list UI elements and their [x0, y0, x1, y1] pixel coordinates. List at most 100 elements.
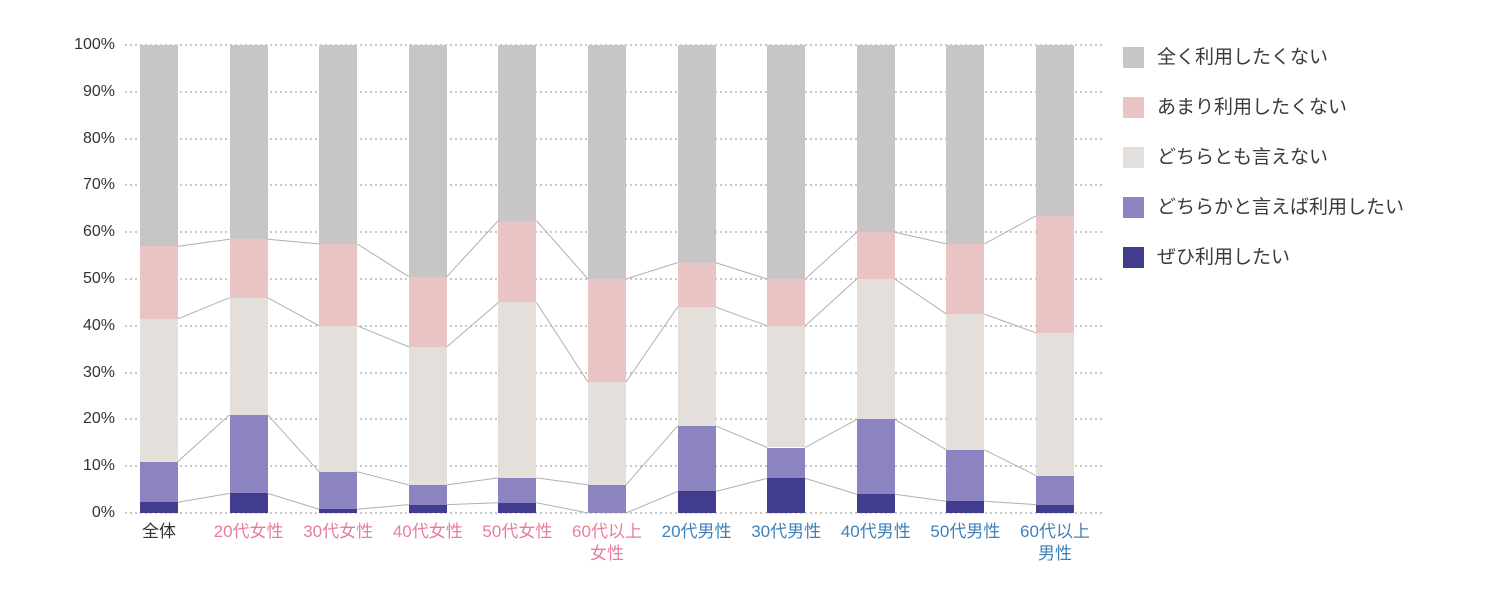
bar-segment-series-2 [588, 381, 626, 485]
bar-segment-series-1 [140, 461, 178, 503]
x-axis-category-label: 50代男性 [930, 522, 1001, 541]
connector-line [357, 325, 409, 348]
bar-segment-series-2 [767, 325, 806, 448]
bar-segment-series-0 [856, 494, 895, 513]
bar-segment-series-1 [498, 477, 537, 503]
connector-line [625, 425, 678, 486]
bar-segment-series-1 [767, 447, 806, 479]
connector-line [177, 238, 230, 247]
legend-swatch [1123, 147, 1144, 168]
bar-segment-series-0 [319, 509, 358, 513]
bar-segment-series-4 [229, 45, 268, 240]
x-axis-category-label: 30代男性 [751, 522, 822, 541]
legend-label: どちらかと言えば利用したい [1157, 197, 1405, 218]
connector-line [715, 477, 768, 492]
connector-line [536, 220, 589, 280]
bar-3 [319, 45, 358, 513]
bar-segment-series-4 [319, 45, 358, 244]
bar-segment-series-2 [677, 307, 716, 426]
y-axis-tick-label: 10% [82, 457, 115, 475]
legend-item: どちらかと言えば利用したい [1123, 197, 1404, 247]
bar-segment-series-3 [1036, 215, 1074, 333]
legend-swatch [1123, 197, 1144, 218]
bar-segment-series-4 [498, 45, 537, 221]
connector-line [715, 425, 768, 448]
bar-1 [140, 45, 178, 513]
bar-segment-series-0 [1036, 504, 1074, 513]
bar-segment-series-0 [677, 491, 716, 513]
bar-segment-series-2 [319, 325, 358, 472]
x-axis-category-label: 20代男性 [661, 522, 732, 541]
bar-segment-series-0 [498, 502, 537, 513]
legend-item: 全く利用したくない [1123, 47, 1404, 97]
x-axis-category-label: 20代女性 [213, 522, 284, 541]
bar-segment-series-1 [588, 484, 626, 513]
y-axis-tick-label: 30% [82, 363, 115, 381]
y-axis-tick-label: 50% [82, 270, 115, 287]
y-axis-tick-label: 20% [82, 410, 115, 428]
connector-line [177, 414, 230, 462]
legend-label: ぜひ利用したい [1157, 247, 1291, 268]
legend-label: あまり利用したくない [1157, 97, 1348, 118]
connector-line [446, 477, 499, 486]
legend-swatch [1123, 47, 1144, 68]
connector-line [625, 491, 678, 513]
connector-line [357, 471, 409, 486]
bar-segment-series-3 [856, 232, 895, 279]
bar-segment-series-2 [140, 318, 178, 462]
bar-segment-series-2 [498, 302, 537, 478]
x-axis-category-label: 30代女性 [303, 522, 374, 541]
bar-segment-series-0 [408, 504, 447, 513]
x-axis-category-label: 40代男性 [840, 522, 911, 541]
connector-line [446, 502, 499, 506]
connector-line [894, 493, 947, 502]
bar-segment-series-3 [408, 276, 447, 347]
bar-segment-series-3 [946, 243, 985, 315]
legend: 全く利用したくない あまり利用したくない どちらとも言えないどちらかと言えば利用した… [1123, 47, 1404, 297]
legend-item: ぜひ利用したい [1123, 247, 1404, 297]
bar-segment-series-0 [229, 493, 268, 513]
bar-segment-series-4 [1036, 45, 1074, 216]
bar-segment-series-1 [856, 419, 895, 495]
connector-line [715, 262, 768, 280]
y-axis-tick-label: 90% [82, 82, 115, 100]
bar-segment-series-3 [677, 262, 716, 308]
bar-segment-series-2 [1036, 332, 1074, 476]
bar-9 [856, 45, 895, 513]
bar-segment-series-3 [588, 279, 626, 382]
connector-line [984, 500, 1037, 506]
y-axis-tick-label: 80% [82, 129, 115, 147]
connector-line [356, 243, 410, 278]
bar-segment-series-1 [946, 449, 985, 502]
bar-segment-series-4 [140, 45, 178, 247]
connector-line [536, 477, 589, 486]
y-axis-tick-label: 60% [82, 223, 115, 241]
bar-10 [946, 45, 985, 513]
bar-segment-series-3 [229, 239, 268, 298]
connector-line [805, 477, 857, 495]
connector-line [984, 313, 1037, 334]
y-axis-tick-label: 0% [91, 504, 115, 521]
connector-line [177, 297, 230, 320]
y-axis-tick-label: 100% [74, 36, 115, 53]
plot-area [125, 44, 1105, 514]
bar-segment-series-4 [677, 45, 716, 263]
connector-line [715, 306, 768, 327]
bar-segment-series-3 [767, 279, 806, 326]
bar-segment-series-0 [767, 478, 806, 513]
bar-5 [498, 45, 537, 513]
connector-line [267, 492, 320, 510]
legend-swatch [1123, 247, 1144, 268]
legend-label: どちらとも言えない [1157, 147, 1329, 168]
connector-line [446, 220, 499, 277]
connector-line [804, 418, 858, 448]
y-axis-tick-label: 70% [82, 176, 115, 194]
bar-2 [229, 45, 268, 513]
bar-segment-series-0 [140, 502, 178, 513]
legend-item: あまり利用したくない [1123, 97, 1404, 147]
connector-line [984, 449, 1037, 477]
bar-7 [677, 45, 716, 513]
bar-segment-series-2 [229, 297, 268, 415]
connector-line [267, 414, 320, 473]
